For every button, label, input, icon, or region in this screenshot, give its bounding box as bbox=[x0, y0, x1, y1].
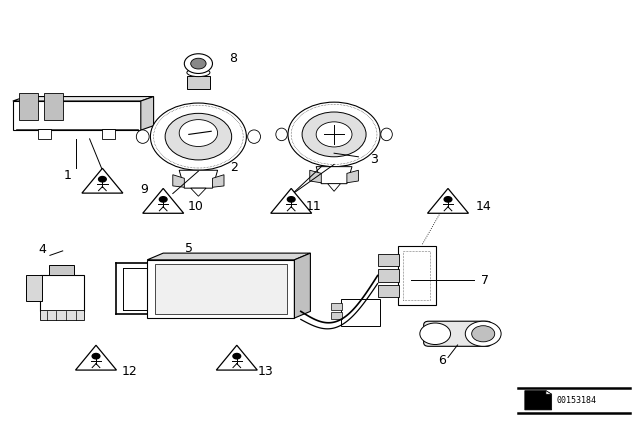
Ellipse shape bbox=[276, 128, 287, 141]
Circle shape bbox=[472, 326, 495, 342]
Ellipse shape bbox=[187, 69, 210, 77]
Polygon shape bbox=[328, 184, 340, 191]
Bar bbox=[102, 129, 115, 139]
Polygon shape bbox=[316, 167, 352, 184]
Polygon shape bbox=[76, 345, 116, 370]
Text: 1: 1 bbox=[63, 169, 71, 182]
Circle shape bbox=[302, 112, 366, 157]
Ellipse shape bbox=[381, 128, 392, 141]
Circle shape bbox=[288, 102, 380, 167]
Text: 2: 2 bbox=[230, 160, 237, 174]
Circle shape bbox=[465, 321, 501, 346]
Polygon shape bbox=[271, 189, 312, 213]
Circle shape bbox=[179, 120, 218, 146]
Ellipse shape bbox=[248, 130, 260, 143]
Polygon shape bbox=[82, 168, 123, 193]
Polygon shape bbox=[13, 97, 154, 101]
Text: 00153184: 00153184 bbox=[557, 396, 596, 405]
Circle shape bbox=[159, 197, 167, 202]
Bar bbox=[341, 299, 380, 326]
Bar bbox=[147, 260, 294, 318]
Bar bbox=[331, 303, 342, 310]
Bar bbox=[331, 312, 342, 319]
Text: 8: 8 bbox=[230, 52, 237, 65]
Polygon shape bbox=[310, 170, 321, 183]
Polygon shape bbox=[173, 175, 184, 187]
Polygon shape bbox=[546, 391, 552, 394]
Bar bbox=[38, 129, 51, 139]
Polygon shape bbox=[216, 345, 257, 370]
Polygon shape bbox=[179, 170, 218, 188]
Polygon shape bbox=[294, 253, 310, 318]
Polygon shape bbox=[13, 101, 141, 130]
Polygon shape bbox=[525, 391, 552, 410]
Text: 14: 14 bbox=[476, 200, 491, 214]
Text: 11: 11 bbox=[306, 200, 321, 214]
Text: 6: 6 bbox=[438, 353, 446, 367]
Circle shape bbox=[233, 353, 241, 359]
FancyBboxPatch shape bbox=[424, 321, 492, 346]
Polygon shape bbox=[347, 170, 358, 183]
Polygon shape bbox=[141, 97, 154, 130]
Circle shape bbox=[420, 323, 451, 345]
Polygon shape bbox=[191, 188, 206, 196]
Bar bbox=[378, 254, 399, 266]
Bar bbox=[40, 310, 84, 320]
Circle shape bbox=[287, 197, 295, 202]
Circle shape bbox=[444, 197, 452, 202]
Polygon shape bbox=[428, 189, 468, 213]
Polygon shape bbox=[147, 253, 310, 260]
Bar bbox=[378, 269, 399, 282]
Circle shape bbox=[92, 353, 100, 359]
Bar bbox=[26, 275, 42, 301]
Ellipse shape bbox=[136, 130, 149, 143]
Circle shape bbox=[184, 54, 212, 73]
Bar bbox=[40, 275, 84, 311]
Text: 9: 9 bbox=[140, 183, 148, 196]
Bar bbox=[398, 246, 436, 305]
Circle shape bbox=[99, 177, 106, 182]
Text: 7: 7 bbox=[481, 273, 489, 287]
Circle shape bbox=[150, 103, 246, 170]
Text: 10: 10 bbox=[188, 200, 203, 214]
Polygon shape bbox=[143, 189, 184, 213]
Circle shape bbox=[191, 58, 206, 69]
Text: 12: 12 bbox=[122, 365, 138, 379]
Text: 3: 3 bbox=[370, 152, 378, 166]
Text: 5: 5 bbox=[185, 242, 193, 255]
Bar bbox=[403, 251, 430, 300]
Bar bbox=[187, 76, 210, 89]
Bar bbox=[19, 93, 38, 120]
Text: 4: 4 bbox=[38, 243, 46, 256]
Bar bbox=[49, 265, 74, 275]
Bar bbox=[155, 264, 287, 314]
Polygon shape bbox=[212, 175, 224, 187]
Bar bbox=[44, 93, 63, 120]
Text: 13: 13 bbox=[258, 365, 273, 379]
Bar bbox=[378, 285, 399, 297]
Circle shape bbox=[165, 113, 232, 160]
Circle shape bbox=[316, 122, 352, 147]
